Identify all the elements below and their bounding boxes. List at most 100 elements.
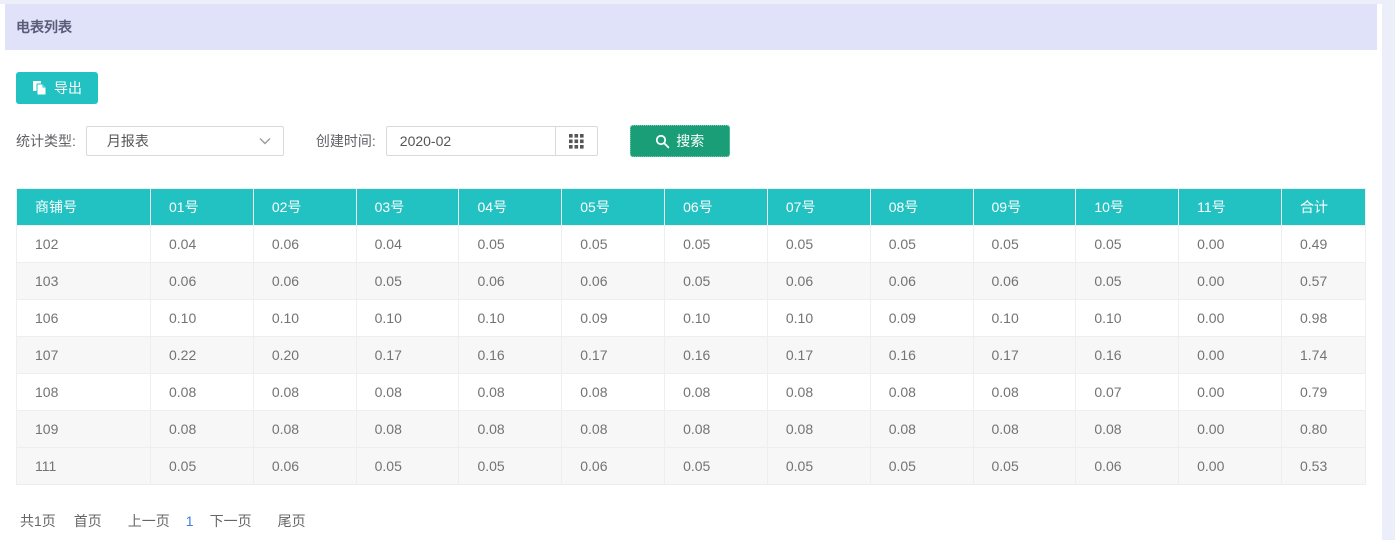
export-button[interactable]: 导出 [16, 72, 98, 104]
table-cell: 0.79 [1281, 373, 1366, 411]
table-cell: 0.05 [972, 447, 1077, 485]
search-button-label: 搜索 [676, 133, 705, 149]
column-header: 06号 [664, 188, 768, 226]
table-cell: 0.10 [766, 299, 871, 337]
report-type-label: 统计类型: [16, 133, 76, 149]
shop-number-cell: 111 [16, 447, 151, 485]
table-row: 106 0.10 0.10 0.10 0.10 0.09 0.10 0.10 0.09 0.10 0… [16, 299, 1366, 337]
table-cell: 0.07 [1075, 373, 1180, 411]
column-header: 03号 [355, 188, 460, 226]
table-cell: 0.80 [1281, 410, 1366, 448]
table-cell: 0.05 [869, 225, 974, 263]
create-date-input[interactable] [386, 127, 555, 155]
table-cell: 0.04 [150, 225, 254, 263]
column-header: 07号 [766, 188, 871, 226]
table-cell: 0.08 [561, 410, 666, 448]
shop-number-cell: 109 [16, 410, 151, 448]
table-cell: 0.00 [1178, 373, 1282, 411]
column-header: 08号 [869, 188, 974, 226]
first-page-link[interactable]: 首页 [73, 513, 102, 529]
table-cell: 0.05 [1075, 225, 1180, 263]
table-cell: 0.05 [1075, 262, 1180, 300]
table-cell: 0.08 [766, 373, 871, 411]
column-header: 01号 [150, 188, 254, 226]
chevron-down-icon [259, 137, 271, 145]
table-cell: 0.10 [150, 299, 254, 337]
table-cell: 0.98 [1281, 299, 1366, 337]
table-cell: 0.17 [972, 336, 1077, 374]
table-cell: 0.05 [355, 262, 460, 300]
copy-file-icon [32, 80, 47, 96]
table-cell: 0.08 [458, 373, 563, 411]
table-cell: 0.05 [458, 225, 563, 263]
table-cell: 0.06 [252, 447, 357, 485]
create-date-group [385, 126, 598, 156]
shop-number-cell: 106 [16, 299, 151, 337]
table-cell: 0.06 [561, 447, 666, 485]
table-cell: 0.06 [869, 262, 974, 300]
table-cell: 1.74 [1281, 336, 1366, 374]
table-cell: 0.00 [1178, 225, 1282, 263]
prev-page-link[interactable]: 上一页 [127, 513, 170, 529]
table-cell: 0.10 [458, 299, 563, 337]
meter-table: 商铺号 01号 02号 03号 04号 05号 06号 07号 08号 09号 10号 11号 合计 1… [16, 188, 1366, 485]
table-cell: 0.08 [869, 410, 974, 448]
table-cell: 0.08 [561, 373, 666, 411]
table-cell: 0.08 [869, 373, 974, 411]
table-cell: 0.00 [1178, 299, 1282, 337]
last-page-link[interactable]: 尾页 [277, 513, 306, 529]
report-type-selected-value: 月报表 [106, 133, 149, 149]
table-cell: 0.57 [1281, 262, 1366, 300]
table-cell: 0.08 [972, 373, 1077, 411]
table-cell: 0.06 [1075, 447, 1180, 485]
table-cell: 0.16 [664, 336, 768, 374]
search-button[interactable]: 搜索 [629, 125, 730, 157]
table-cell: 0.05 [458, 447, 563, 485]
table-cell: 0.05 [561, 225, 666, 263]
current-page-number[interactable]: 1 [185, 513, 194, 529]
column-header: 11号 [1178, 188, 1282, 226]
table-cell: 0.06 [561, 262, 666, 300]
column-header: 02号 [252, 188, 357, 226]
column-header: 04号 [458, 188, 563, 226]
meter-table-head: 商铺号 01号 02号 03号 04号 05号 06号 07号 08号 09号 10号 11号 合计 [16, 188, 1366, 226]
calendar-grid-icon[interactable] [554, 127, 597, 155]
table-cell: 0.04 [355, 225, 460, 263]
table-cell: 0.08 [252, 373, 357, 411]
table-cell: 0.49 [1281, 225, 1366, 263]
table-cell: 0.22 [150, 336, 254, 374]
report-type-select[interactable]: 月报表 [85, 126, 284, 156]
column-header: 05号 [561, 188, 666, 226]
column-header: 商铺号 [16, 188, 151, 226]
table-cell: 0.08 [150, 373, 254, 411]
table-cell: 0.10 [664, 299, 768, 337]
table-cell: 0.08 [1075, 410, 1180, 448]
table-cell: 0.10 [252, 299, 357, 337]
table-cell: 0.08 [458, 410, 563, 448]
table-row: 111 0.05 0.06 0.05 0.05 0.06 0.05 0.05 0.05 0.05 0… [16, 447, 1366, 485]
next-page-link[interactable]: 下一页 [209, 513, 252, 529]
table-cell: 0.53 [1281, 447, 1366, 485]
content-panel: 电表列表 导出 统计类型: 月报表 [0, 4, 1382, 540]
table-cell: 0.05 [766, 447, 871, 485]
pagination: 共1页 首页 上一页 1 下一页 尾页 [16, 511, 1366, 531]
table-cell: 0.17 [355, 336, 460, 374]
table-cell: 0.06 [252, 225, 357, 263]
table-cell: 0.05 [664, 262, 768, 300]
table-cell: 0.09 [869, 299, 974, 337]
table-cell: 0.06 [766, 262, 871, 300]
shop-number-cell: 103 [16, 262, 151, 300]
table-cell: 0.05 [664, 447, 768, 485]
table-cell: 0.10 [972, 299, 1077, 337]
table-cell: 0.08 [355, 373, 460, 411]
table-cell: 0.06 [150, 262, 254, 300]
table-cell: 0.17 [561, 336, 666, 374]
page-title: 电表列表 [5, 4, 1377, 50]
table-cell: 0.00 [1178, 410, 1282, 448]
table-cell: 0.16 [1075, 336, 1180, 374]
table-cell: 0.08 [355, 410, 460, 448]
export-button-label: 导出 [54, 80, 82, 96]
table-cell: 0.00 [1178, 336, 1282, 374]
table-row: 108 0.08 0.08 0.08 0.08 0.08 0.08 0.08 0.08 0.08 0… [16, 373, 1366, 411]
table-cell: 0.05 [869, 447, 974, 485]
